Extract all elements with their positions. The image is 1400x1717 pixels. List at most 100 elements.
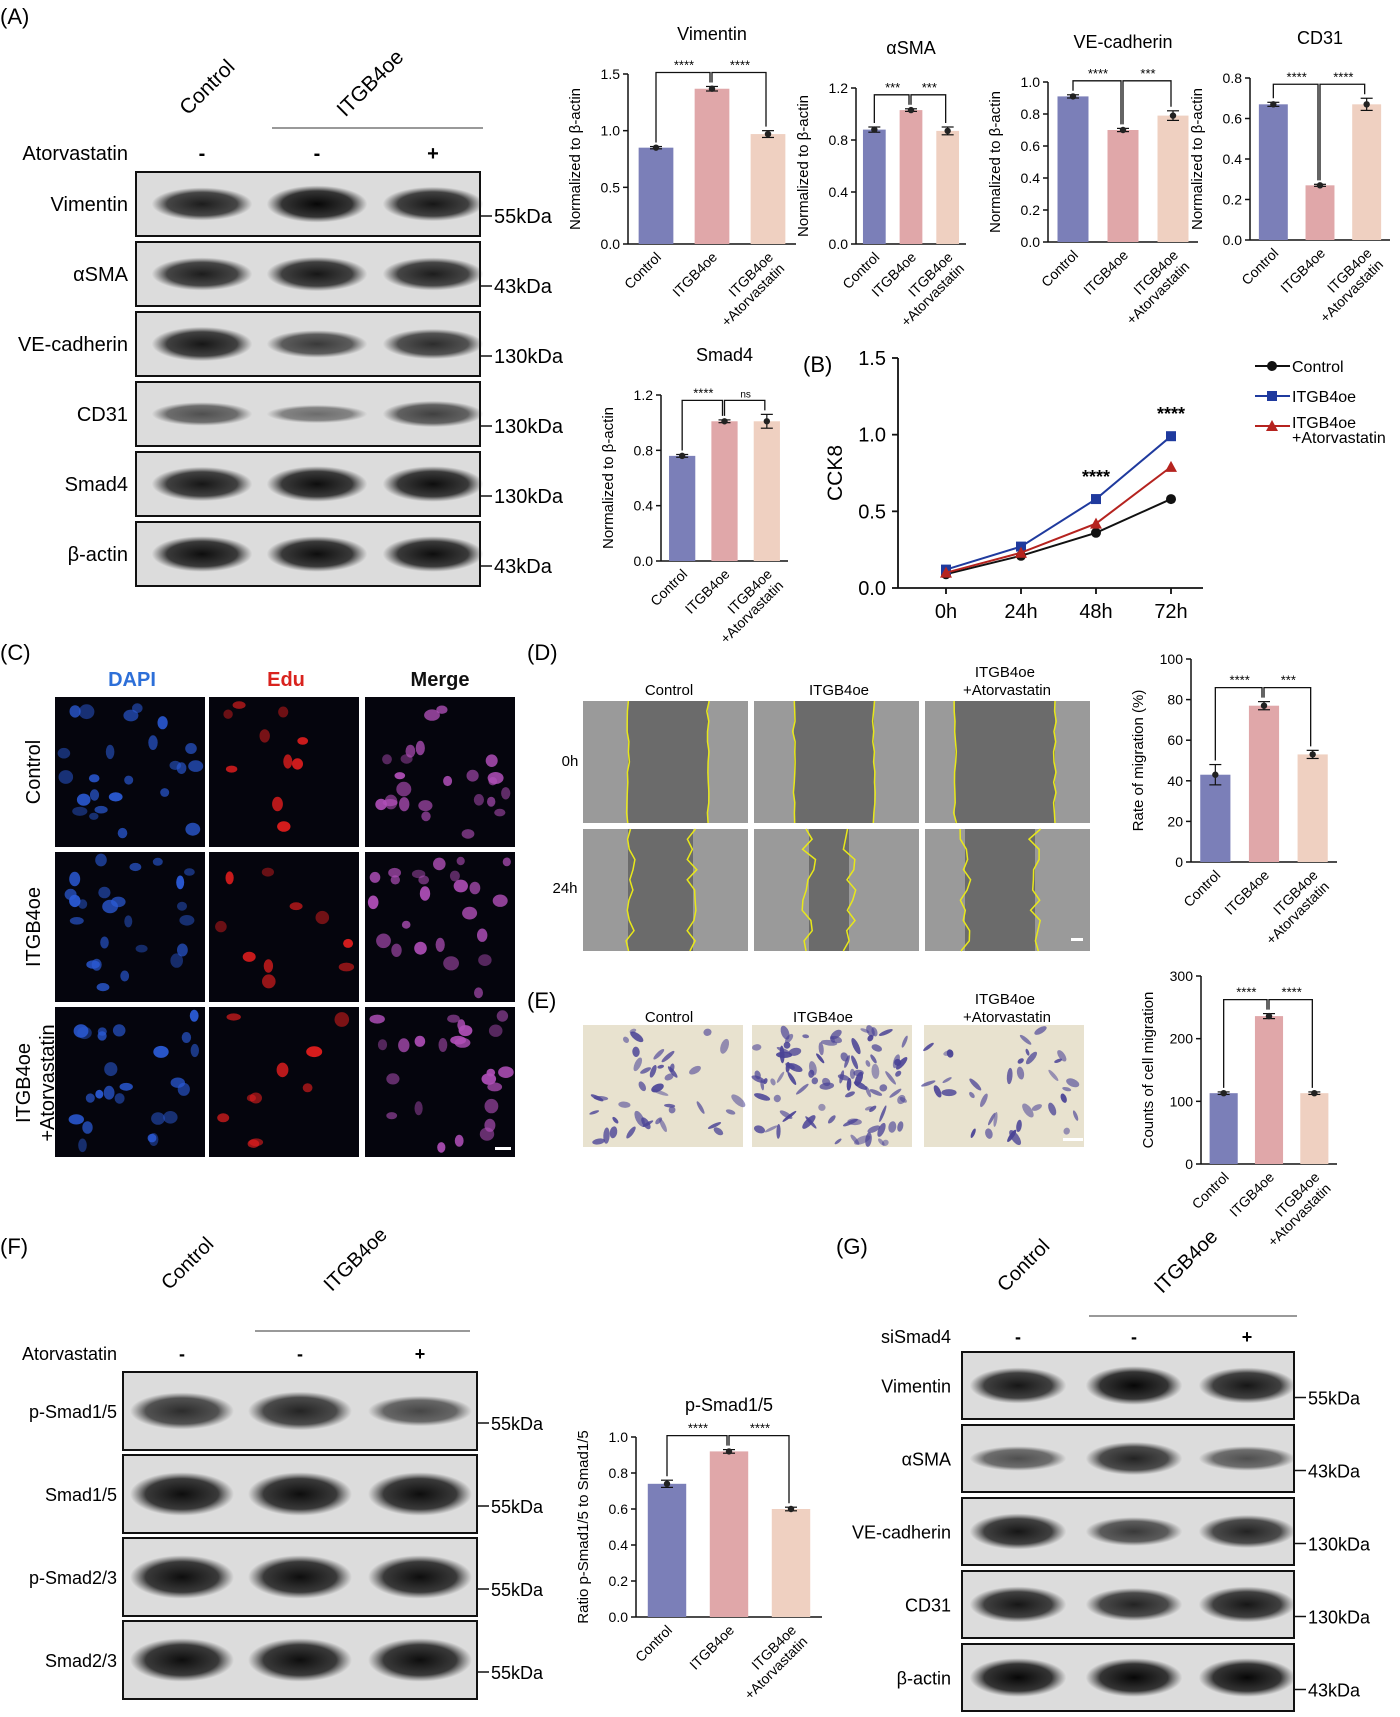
blot-kda-label: 43kDa [1308, 1462, 1361, 1482]
blot-band [368, 1555, 472, 1599]
stained-cell [1063, 1127, 1070, 1135]
cell-nucleus [119, 1082, 133, 1091]
significance-bracket [711, 71, 767, 127]
stained-cell [853, 1081, 868, 1090]
cell-nucleus [232, 701, 246, 709]
cell-nucleus [457, 1019, 466, 1031]
stained-cell [649, 1064, 657, 1078]
y-tick-label: 1.5 [601, 66, 621, 82]
stained-cell [764, 1125, 778, 1133]
cell-nucleus [217, 1113, 230, 1123]
line-marker [1015, 546, 1027, 558]
bar [1352, 104, 1382, 240]
y-tick-label: 0.2 [1021, 202, 1041, 218]
y-tick-label: 0.8 [1223, 70, 1243, 86]
cell-nucleus [77, 1026, 92, 1040]
stained-cell [1060, 1093, 1067, 1103]
x-tick-label-line: ITGB4oe [1277, 245, 1328, 296]
y-tick-label: 0.2 [609, 1573, 629, 1589]
x-tick-label-line: ITGB4oe [1080, 247, 1131, 298]
lane-label-itgb4oe: ITGB4oe [320, 1224, 392, 1296]
x-tick-label: Control [1238, 245, 1281, 288]
stained-cell [785, 1033, 794, 1044]
panel-e-images [583, 1025, 1084, 1147]
stained-cell [731, 1094, 746, 1108]
stained-cell [651, 1083, 664, 1093]
panel-label-a: (A) [0, 4, 29, 29]
stained-cell [1016, 1066, 1025, 1080]
bar [862, 129, 886, 244]
x-tick-label-line: ITGB4oe [1226, 1169, 1277, 1220]
stained-cell [661, 1050, 675, 1063]
blot-band [266, 185, 368, 223]
lane-label-control: Control [175, 55, 239, 119]
cell-nucleus [89, 812, 99, 820]
stained-cell [787, 1063, 803, 1073]
series-line [941, 431, 1176, 575]
cell-nucleus [394, 772, 406, 780]
cell-nucleus [433, 857, 446, 871]
cell-nucleus [477, 928, 488, 942]
line-marker [1091, 494, 1101, 505]
series-path [945, 435, 1172, 571]
cell-nucleus [283, 754, 293, 769]
cell-nucleus [492, 894, 508, 907]
cell-nucleus [111, 896, 126, 908]
data-point [763, 418, 771, 425]
chart-cck8: 0.0 0.5 1.0 1.5 0h 24h 48h 72h CCK8 **** **** Contr… [824, 348, 1386, 623]
blot-band [969, 1586, 1067, 1623]
y-tick-label: 0.0 [858, 578, 886, 600]
significance-label: **** [1082, 467, 1110, 487]
c-header-merge: Merge [411, 669, 470, 691]
wound-edge [952, 700, 958, 824]
cell-nucleus [496, 1010, 509, 1022]
blot-protein-label: αSMA [73, 264, 129, 286]
stained-cell [923, 1042, 934, 1052]
blot-band [1085, 1658, 1183, 1697]
blot-protein-label: Vimentin [51, 194, 128, 216]
cell-nucleus [185, 822, 201, 836]
y-axis-label: Normalized to β-actin [795, 95, 812, 237]
cell-nucleus [259, 729, 270, 743]
c-row-atorvastatin: ITGB4oe +Atorvastatin [13, 1024, 59, 1141]
treatment-label: Atorvastatin [22, 143, 128, 165]
panel-label-f: (F) [0, 1234, 28, 1259]
x-tick-label: ITGB4oe [1277, 245, 1328, 296]
blot-band [248, 1391, 352, 1431]
bar [753, 421, 780, 561]
blot-band [1198, 1367, 1296, 1404]
y-tick-label: 0 [1185, 1156, 1193, 1172]
blot-row: VE-cadherin 130kDa [852, 1497, 1371, 1566]
stained-cell [870, 1054, 877, 1064]
scratch-gap [809, 829, 849, 951]
cell-nucleus [418, 800, 433, 812]
scratch-gap [794, 701, 874, 823]
significance-bracket [1263, 686, 1312, 747]
legend-label: ITGB4oe +Atorvastatin [1292, 415, 1386, 447]
stained-cell [827, 1115, 836, 1124]
blot-band [130, 1555, 234, 1599]
cell-nucleus [418, 875, 430, 885]
data-point [1309, 751, 1316, 758]
cell-nucleus [215, 920, 227, 933]
cell-nucleus [376, 933, 391, 949]
cell-nucleus [190, 1043, 199, 1058]
cell-nucleus [338, 962, 355, 972]
cell-nucleus [272, 796, 283, 812]
blot-kda-label: 43kDa [494, 556, 553, 578]
stained-cell [933, 1085, 942, 1098]
stained-cell [623, 1036, 629, 1043]
cell-nucleus [97, 1031, 107, 1041]
bar [1209, 1093, 1238, 1164]
blot-band [382, 328, 484, 360]
data-point [787, 1505, 795, 1513]
cell-nucleus [170, 1077, 185, 1088]
significance-bracket [1268, 998, 1313, 1088]
chart-title: CD31 [1297, 28, 1343, 48]
cell-nucleus [58, 770, 74, 784]
cell-nucleus [225, 871, 234, 885]
data-point [1069, 93, 1077, 100]
stained-cell [867, 1125, 881, 1134]
